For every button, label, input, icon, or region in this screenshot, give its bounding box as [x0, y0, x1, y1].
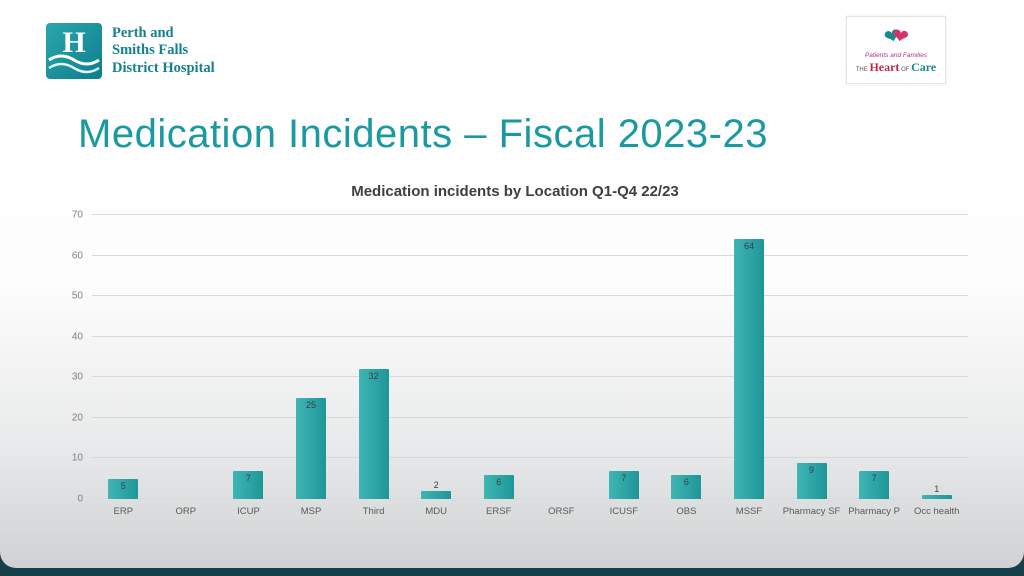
y-tick-label: 70	[71, 209, 83, 221]
category-slot: 6 ERSF	[467, 215, 530, 517]
care-logo-care: Care	[911, 59, 937, 74]
x-tick-label: Pharmacy SF	[782, 506, 841, 517]
plot-area: 5 ERP ORP 7 ICUP 25 MSP 32 Third 2 MDU 6 ERSF ORSF 7 IC…	[92, 214, 968, 517]
x-tick-label: ORSF	[548, 506, 575, 517]
x-tick-label: MSSF	[735, 506, 763, 517]
category-slot: 7 ICUP	[217, 215, 280, 517]
gridline	[92, 457, 968, 459]
bar-icup: 7	[233, 470, 264, 499]
y-tick-label: 60	[71, 250, 83, 262]
gridline	[92, 416, 968, 418]
bar-icusf: 7	[608, 470, 639, 499]
gridline	[92, 335, 968, 337]
y-tick-label: 0	[77, 493, 83, 505]
category-slot: 6 OBS	[655, 215, 718, 517]
category-slot: 32 Third	[342, 215, 405, 517]
bar-value-label: 2	[433, 479, 439, 490]
x-tick-label: ERSF	[486, 506, 512, 517]
x-tick-label: Occ health	[914, 506, 960, 517]
bar-pharmacy-p: 7	[859, 470, 890, 499]
bar-value-label: 7	[871, 472, 877, 483]
gridline	[92, 214, 968, 215]
x-tick-label: ORP	[175, 506, 197, 517]
category-slot: 7 Pharmacy P	[843, 215, 906, 517]
category-slot: 5 ERP	[92, 215, 155, 517]
y-tick-label: 10	[71, 452, 83, 464]
y-tick-label: 20	[71, 412, 83, 424]
care-logo-brand: THE Heart OF Care	[856, 60, 936, 75]
x-tick-label: OBS	[676, 506, 697, 517]
x-tick-label: MSP	[300, 506, 322, 517]
category-slot: 25 MSP	[280, 215, 343, 517]
y-tick-label: 50	[71, 290, 83, 302]
category-slot: 1 Occ health	[905, 215, 968, 517]
x-tick-label: MDU	[425, 506, 447, 517]
bar-occ-health: 1	[921, 484, 952, 499]
bar-value-label: 5	[120, 480, 126, 491]
category-slot: ORP	[155, 215, 218, 517]
bar-erp: 5	[108, 478, 139, 499]
care-logo-of: OF	[901, 66, 910, 73]
bar-value-label: 64	[743, 241, 754, 252]
bar-value-label: 25	[305, 399, 316, 410]
x-tick-label: ICUSF	[609, 506, 639, 517]
hospital-logo: H Perth and Smiths Falls District Hospit…	[45, 22, 215, 80]
bar-value-label: 32	[368, 371, 379, 382]
slide-title: Medication Incidents – Fiscal 2023-23	[78, 112, 768, 156]
bar-pharmacy-sf: 9	[796, 462, 827, 499]
hospital-name-line: Perth and	[112, 25, 174, 42]
hearts-icon: ❤❤	[881, 21, 911, 50]
category-slot: 9 Pharmacy SF	[780, 215, 843, 517]
care-logo-tagline: Patients and Families	[864, 51, 928, 59]
hospital-name-line: District Hospital	[112, 59, 215, 76]
gridline	[92, 498, 968, 499]
y-axis-labels: 0 10 20 30 40 50 60 70	[60, 210, 86, 505]
bar-value-label: 1	[934, 483, 940, 494]
bar-mdu: 2	[421, 480, 452, 499]
bar-value-label: 7	[245, 472, 251, 483]
hospital-logo-icon: H	[45, 22, 103, 80]
care-logo-heart: Heart	[869, 59, 900, 74]
bar-value-label: 6	[683, 476, 689, 487]
category-slot: 7 ICUSF	[593, 215, 656, 517]
bar-obs: 6	[671, 474, 702, 499]
x-tick-label: Pharmacy P	[848, 506, 900, 517]
bar-value-label: 9	[809, 464, 815, 475]
svg-text:H: H	[62, 26, 85, 59]
y-tick-label: 30	[71, 371, 83, 383]
chart-title: Medication incidents by Location Q1-Q4 2…	[351, 183, 679, 200]
medication-incidents-chart: Medication incidents by Location Q1-Q4 2…	[60, 183, 970, 528]
bar-third: 32	[358, 369, 389, 499]
category-slot: ORSF	[530, 215, 593, 517]
gridline	[92, 376, 968, 378]
hospital-name-line: Smiths Falls	[112, 42, 189, 59]
x-tick-label: ICUP	[237, 506, 260, 517]
bar-value-label: 6	[496, 476, 502, 487]
gridline	[92, 254, 968, 256]
bar-mssf: 64	[733, 239, 764, 499]
y-tick-label: 40	[71, 331, 83, 343]
gridline	[92, 295, 968, 297]
hospital-logo-text: Perth and Smiths Falls District Hospital	[112, 25, 215, 76]
x-tick-label: Third	[362, 506, 385, 517]
x-tick-label: ERP	[113, 506, 134, 517]
care-logo: ❤❤ Patients and Families THE Heart OF Ca…	[846, 16, 946, 84]
bar-msp: 25	[295, 397, 326, 499]
bar-value-label: 7	[621, 472, 627, 483]
category-slot: 2 MDU	[405, 215, 468, 517]
bar-ersf: 6	[483, 474, 514, 499]
care-logo-the: THE	[855, 66, 868, 73]
category-slot: 64 MSSF	[718, 215, 781, 517]
